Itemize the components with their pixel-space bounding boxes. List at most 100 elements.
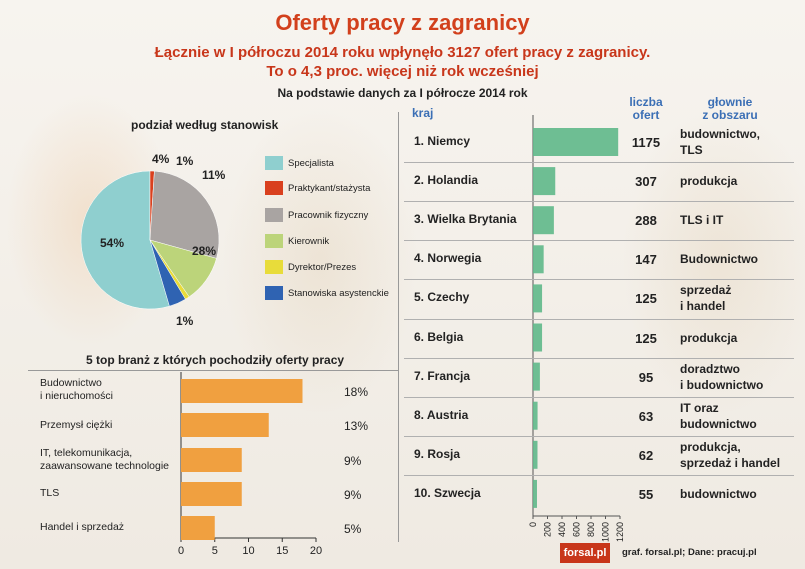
- subtitle-line-2: To o 4,3 proc. więcej niż rok wcześniej: [266, 63, 539, 80]
- page-title: Oferty pracy z zagranicy: [275, 10, 530, 35]
- country-bar-7: [533, 362, 540, 391]
- countries-tick-label: 600: [572, 522, 582, 537]
- industry-bar-5: [181, 516, 215, 540]
- legend-label: Kierownik: [288, 235, 330, 247]
- country-label-8: 8. Austria: [414, 407, 469, 422]
- country-count-5: 125: [635, 291, 657, 307]
- forsal-logo: forsal.pl: [560, 543, 610, 563]
- country-count-9: 62: [638, 447, 654, 463]
- header-country: kraj: [412, 106, 434, 120]
- pie-label-4: 11%: [202, 168, 226, 182]
- industry-value-3: 9%: [344, 454, 362, 468]
- industry-label-3: IT, telekomunikacja, zaawansowane techno…: [40, 447, 170, 472]
- country-bar-9: [533, 440, 538, 469]
- country-area-2: produkcja: [680, 174, 738, 189]
- header-area: głownie z obszaru: [702, 95, 758, 122]
- pie-slice-1: [80, 170, 170, 310]
- legend-label: Dyrektor/Prezes: [288, 261, 357, 273]
- industry-label-5: Handel i sprzedaż: [40, 521, 125, 533]
- country-area-4: Budownictwo: [680, 252, 758, 267]
- country-label-9: 9. Rosja: [414, 446, 461, 461]
- industry-bar-2: [181, 413, 269, 437]
- subtitle-line-1: Łącznie w I półroczu 2014 roku wpłynęło …: [154, 44, 651, 61]
- legend-item-3: Pracownik fizyczny: [265, 208, 368, 222]
- country-area-9: produkcja, sprzedaż i handel: [680, 439, 781, 470]
- industry-bar-4: [181, 482, 242, 506]
- countries-tick-label: 1000: [601, 522, 611, 542]
- legend-label: Praktykant/stażysta: [288, 182, 371, 194]
- legend-item-4: Kierownik: [265, 234, 329, 248]
- country-label-4: 4. Norwegia: [414, 251, 482, 266]
- country-bar-6: [533, 323, 543, 352]
- countries-tick-label: 800: [586, 522, 596, 537]
- pie-title: podział według stanowisk: [131, 118, 279, 132]
- row-separator: [404, 279, 794, 281]
- industries-tick-label: 20: [310, 545, 322, 557]
- country-bar-3: [533, 206, 554, 235]
- country-count-1: 1175: [631, 135, 661, 150]
- legend-item-6: Stanowiska asystenckie: [265, 286, 389, 300]
- header-count: liczba ofert: [629, 95, 663, 122]
- country-label-3: 3. Wielka Brytania: [414, 212, 517, 227]
- industries-tick-label: 10: [242, 545, 254, 557]
- row-separator: [404, 240, 794, 242]
- countries-tick-label: 400: [557, 522, 567, 537]
- industry-value-2: 13%: [344, 419, 369, 433]
- country-area-7: doradztwo i budownictwo: [680, 361, 764, 392]
- industries-title: 5 top branż z których pochodziły oferty …: [86, 353, 345, 367]
- country-count-2: 307: [635, 174, 657, 190]
- industries-divider: [28, 370, 398, 371]
- countries-tick-label: 1200: [615, 522, 625, 542]
- country-count-3: 288: [635, 213, 657, 229]
- country-bar-8: [533, 401, 538, 430]
- industry-bar-1: [181, 379, 303, 403]
- country-bar-5: [533, 284, 543, 313]
- legend-label: Pracownik fizyczny: [288, 209, 369, 221]
- industry-label-1: Budownictwo i nieruchomości: [40, 377, 113, 402]
- country-count-10: 55: [638, 486, 654, 502]
- country-area-10: budownictwo: [680, 486, 757, 501]
- countries-tick-label: 0: [528, 522, 538, 527]
- legend-swatch: [265, 260, 283, 274]
- legend-swatch: [265, 208, 283, 222]
- country-area-6: produkcja: [680, 330, 738, 345]
- country-bar-4: [533, 245, 544, 274]
- row-separator: [404, 396, 794, 398]
- country-bar-1: [533, 128, 619, 156]
- country-area-5: sprzedaż i handel: [680, 283, 732, 314]
- legend-item-2: Praktykant/stażysta: [265, 181, 370, 195]
- country-count-8: 63: [638, 408, 654, 424]
- pie-slice-6: [149, 239, 186, 307]
- country-bar-2: [533, 167, 556, 196]
- country-count-4: 147: [635, 252, 657, 268]
- row-separator: [404, 474, 794, 476]
- industry-bar-3: [181, 448, 242, 472]
- pie-label-1: 54%: [100, 236, 125, 250]
- row-separator: [404, 435, 794, 437]
- industry-value-5: 5%: [344, 522, 362, 536]
- industries-tick-label: 15: [276, 545, 288, 557]
- pie-label-6: 4%: [152, 152, 170, 166]
- country-label-7: 7. Francja: [414, 368, 471, 383]
- legend-swatch: [265, 286, 283, 300]
- data-source-note: Na podstawie danych za I półrocze 2014 r…: [277, 86, 528, 100]
- legend-swatch: [265, 181, 283, 195]
- row-separator: [404, 318, 794, 320]
- country-area-1: budownictwo, TLS: [680, 127, 760, 157]
- country-count-6: 125: [635, 330, 657, 346]
- country-label-2: 2. Holandia: [414, 173, 479, 188]
- country-label-10: 10. Szwecja: [414, 485, 481, 500]
- legend-item-1: Specjalista: [265, 156, 334, 170]
- section-divider: [398, 112, 399, 542]
- pie-label-3: 28%: [192, 244, 217, 258]
- legend-swatch: [265, 234, 283, 248]
- country-label-1: 1. Niemcy: [414, 134, 471, 148]
- country-area-8: IT oraz budownictwo: [680, 400, 757, 431]
- country-bar-10: [533, 479, 537, 508]
- industry-value-1: 18%: [344, 385, 369, 399]
- row-separator: [404, 162, 794, 164]
- legend-label: Specjalista: [288, 157, 334, 169]
